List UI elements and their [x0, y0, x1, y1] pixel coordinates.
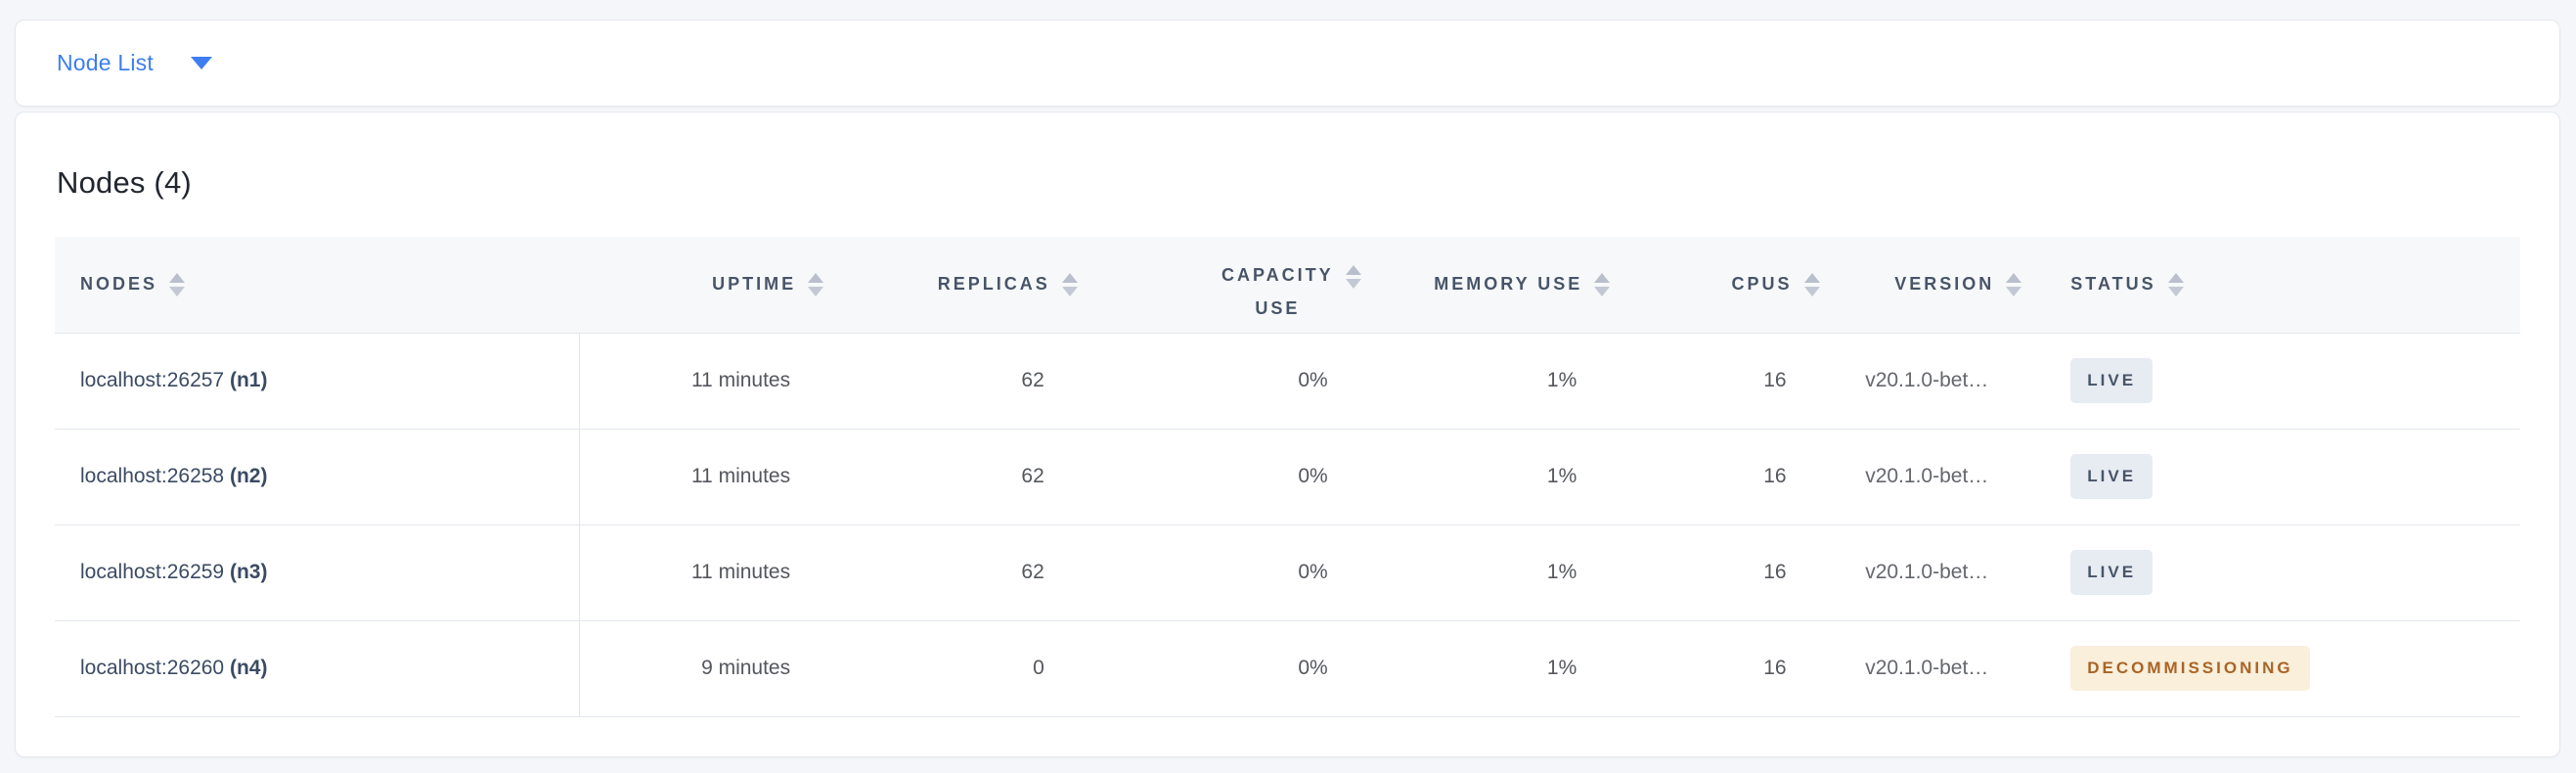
node-id: (n3)	[229, 561, 268, 583]
node-address: localhost:26260	[80, 657, 225, 679]
status-cell: DECOMMISSIONING	[2029, 620, 2520, 717]
view-selector-label: Node List	[57, 50, 154, 75]
column-header-label: STATUS	[2070, 274, 2156, 295]
capacity-use-cell: 0%	[1085, 524, 1369, 621]
node-id: (n4)	[229, 657, 268, 679]
node-id: (n2)	[229, 465, 268, 487]
status-badge: LIVE	[2070, 454, 2154, 499]
memory-use-cell: 1%	[1368, 620, 1619, 717]
sort-up-icon	[1345, 265, 1361, 276]
column-header-label: REPLICAS	[937, 274, 1050, 295]
column-header-status[interactable]: STATUS	[2029, 237, 2520, 334]
sort-up-icon	[1594, 272, 1611, 283]
node-address-cell[interactable]: localhost:26260 (n4)	[55, 620, 581, 717]
sort-arrows-icon	[1594, 272, 1611, 296]
column-header-nodes[interactable]: NODES	[55, 237, 580, 334]
cpus-cell: 16	[1618, 333, 1828, 430]
sort-arrows-icon	[1345, 265, 1361, 290]
column-header-memory-use[interactable]: MEMORY USE	[1368, 237, 1619, 334]
node-id: (n1)	[229, 369, 268, 391]
view-selector-bar: Node List	[15, 20, 2560, 107]
sort-arrows-icon	[1803, 272, 1820, 296]
table-row: localhost:26259 (n3) 11 minutes 62 0% 1% 16 v2…	[55, 524, 2520, 621]
sort-up-icon	[1061, 272, 1078, 283]
memory-use-cell: 1%	[1368, 333, 1619, 430]
status-badge: LIVE	[2070, 550, 2154, 595]
uptime-cell: 11 minutes	[579, 524, 832, 621]
capacity-use-cell: 0%	[1085, 620, 1369, 717]
status-cell: LIVE	[2029, 524, 2520, 621]
column-header-label: MEMORY USE	[1434, 274, 1583, 295]
caret-down-icon	[190, 57, 212, 69]
sort-down-icon	[1803, 286, 1820, 296]
node-address: localhost:26257	[80, 369, 225, 391]
sort-down-icon	[808, 286, 824, 296]
status-badge: LIVE	[2070, 358, 2154, 403]
sort-arrows-icon	[1061, 272, 1078, 296]
status-cell: LIVE	[2029, 333, 2520, 430]
replicas-cell: 62	[831, 333, 1086, 430]
page-title: Nodes (4)	[57, 165, 192, 200]
replicas-cell: 62	[831, 524, 1086, 621]
sort-up-icon	[808, 272, 824, 283]
column-header-uptime[interactable]: UPTIME	[579, 237, 832, 334]
sort-arrows-icon	[2167, 272, 2184, 296]
status-cell: LIVE	[2029, 429, 2520, 525]
memory-use-cell: 1%	[1368, 429, 1619, 525]
status-badge: DECOMMISSIONING	[2070, 646, 2310, 691]
node-address-cell[interactable]: localhost:26257 (n1)	[55, 333, 581, 430]
column-header-label: UPTIME	[712, 274, 797, 295]
uptime-cell: 11 minutes	[579, 429, 832, 525]
sort-up-icon	[2167, 272, 2184, 283]
memory-use-cell: 1%	[1368, 524, 1619, 621]
sort-down-icon	[169, 286, 186, 296]
column-header-version[interactable]: VERSION	[1827, 237, 2030, 334]
node-address: localhost:26258	[80, 465, 225, 487]
column-header-cpus[interactable]: CPUS	[1618, 237, 1828, 334]
sort-arrows-icon	[169, 272, 186, 296]
uptime-cell: 9 minutes	[579, 620, 832, 717]
table-row: localhost:26260 (n4) 9 minutes 0 0% 1% 16 v20.…	[55, 620, 2520, 717]
table-row: localhost:26257 (n1) 11 minutes 62 0% 1% 16 v2…	[55, 333, 2520, 430]
sort-up-icon	[169, 272, 186, 283]
node-address-cell[interactable]: localhost:26258 (n2)	[55, 429, 581, 525]
view-selector-dropdown[interactable]: Node List	[57, 50, 212, 76]
replicas-cell: 62	[831, 429, 1086, 525]
node-address-cell[interactable]: localhost:26259 (n3)	[55, 524, 581, 621]
cpus-cell: 16	[1618, 429, 1828, 525]
sort-down-icon	[2006, 286, 2022, 296]
column-header-label: NODES	[80, 274, 158, 295]
sort-arrows-icon	[808, 272, 824, 296]
capacity-use-cell: 0%	[1085, 333, 1369, 430]
sort-down-icon	[1594, 286, 1611, 296]
column-header-capacity-use[interactable]: CAPACITY USE	[1085, 237, 1369, 334]
table-row: localhost:26258 (n2) 11 minutes 62 0% 1% 16 v2…	[55, 429, 2520, 525]
nodes-panel: Nodes (4) NODES UPTIME REPLICAS CAPACITY USE…	[15, 112, 2560, 757]
node-address: localhost:26259	[80, 561, 225, 583]
sort-up-icon	[2006, 272, 2022, 283]
version-cell: v20.1.0-bet…	[1827, 333, 2030, 430]
node-list-table: NODES UPTIME REPLICAS CAPACITY USE MEMORY USE…	[55, 237, 2520, 717]
column-header-replicas[interactable]: REPLICAS	[831, 237, 1086, 334]
sort-down-icon	[1345, 279, 1361, 290]
replicas-cell: 0	[831, 620, 1086, 717]
version-cell: v20.1.0-bet…	[1827, 429, 2030, 525]
sort-down-icon	[2167, 286, 2184, 296]
table-body: localhost:26257 (n1) 11 minutes 62 0% 1% 16 v2…	[55, 333, 2520, 717]
uptime-cell: 11 minutes	[579, 333, 832, 430]
sort-arrows-icon	[2006, 272, 2022, 296]
column-header-label: CAPACITY USE	[1221, 265, 1334, 319]
version-cell: v20.1.0-bet…	[1827, 524, 2030, 621]
sort-down-icon	[1061, 286, 1078, 296]
version-cell: v20.1.0-bet…	[1827, 620, 2030, 717]
cpus-cell: 16	[1618, 524, 1828, 621]
column-header-label: CPUS	[1731, 274, 1793, 295]
table-header-row: NODES UPTIME REPLICAS CAPACITY USE MEMORY USE…	[55, 237, 2520, 334]
column-header-label: VERSION	[1894, 274, 1995, 295]
cpus-cell: 16	[1618, 620, 1828, 717]
sort-up-icon	[1803, 272, 1820, 283]
capacity-use-cell: 0%	[1085, 429, 1369, 525]
